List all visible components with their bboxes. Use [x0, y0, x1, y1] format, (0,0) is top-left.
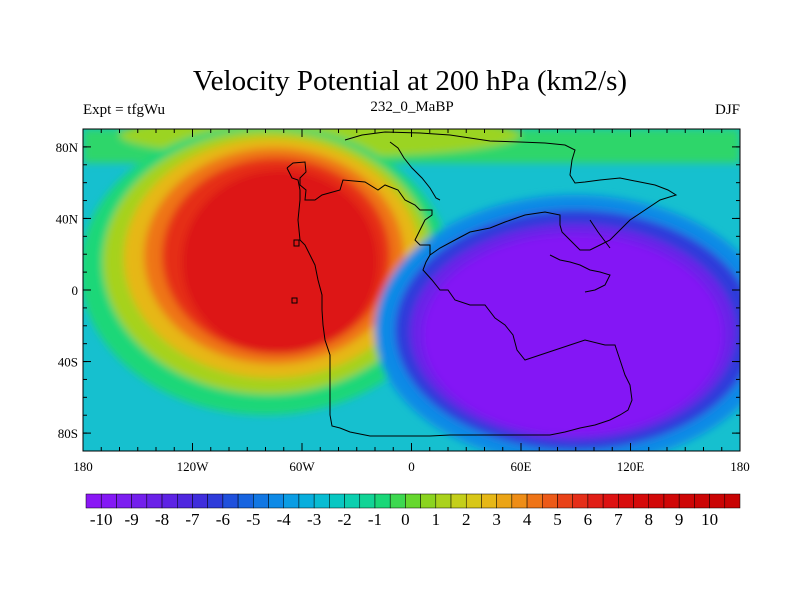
colorbar-swatch [100, 493, 117, 509]
chart-title: Velocity Potential at 200 hPa (km2/s) [193, 65, 627, 97]
colorbar-label: 1 [432, 510, 441, 529]
colorbar-label: -5 [246, 510, 260, 529]
colorbar-label: 7 [614, 510, 623, 529]
colorbar-swatch [496, 493, 513, 509]
colorbar-label: 4 [523, 510, 532, 529]
colorbar-swatch [694, 493, 710, 509]
colorbar-label: -7 [185, 510, 200, 529]
colorbar-label: 8 [644, 510, 653, 529]
colorbar-swatch [344, 493, 361, 509]
colorbar-swatch [192, 493, 208, 509]
colorbar-label: -1 [368, 510, 382, 529]
coast-detail-2 [549, 254, 611, 293]
colorbar-label: -9 [125, 510, 139, 529]
contour-field [83, 129, 740, 451]
colorbar-swatch [587, 493, 604, 509]
colorbar-swatch [420, 493, 437, 509]
colorbar-label: -10 [90, 510, 113, 529]
x-tick-label: 120E [617, 459, 645, 474]
colorbar-label: -6 [216, 510, 230, 529]
colorbar-swatch [207, 493, 224, 509]
colorbar-label: -8 [155, 510, 169, 529]
colorbar-swatch [161, 493, 178, 509]
colorbar-label: 10 [701, 510, 718, 529]
colorbar-swatch [618, 493, 634, 509]
season-label: DJF [715, 102, 740, 118]
colorbar-swatch [435, 493, 452, 509]
colorbar-swatch [253, 493, 269, 509]
positive-core [182, 170, 378, 354]
colorbar-swatch [724, 493, 741, 509]
island-outline [291, 297, 298, 304]
colorbar-swatch [146, 493, 163, 509]
colorbar-swatch [131, 493, 148, 509]
y-tick-label: 40N [56, 211, 79, 226]
x-tick-label: 180 [730, 459, 750, 474]
experiment-label: Expt = tfgWu [83, 102, 166, 118]
x-tick-label: 60E [511, 459, 532, 474]
colorbar-swatch [557, 493, 573, 509]
island-outline-2 [293, 239, 300, 247]
colorbar-swatch [511, 493, 528, 509]
colorbar-swatch [313, 493, 330, 509]
colorbar-swatch [648, 493, 665, 509]
coast-detail-3 [589, 219, 611, 249]
coast-detail-1 [389, 141, 441, 201]
colorbar-swatch [663, 493, 680, 509]
continent-outlines [286, 131, 678, 437]
negative-core [423, 235, 723, 435]
colorbar-swatch [633, 493, 649, 509]
colorbar-label: 9 [675, 510, 684, 529]
colorbar-swatch [268, 493, 284, 509]
colorbar-swatch [177, 493, 193, 509]
y-tick-label: 80S [58, 426, 78, 441]
colorbar-swatch [283, 493, 300, 509]
colorbar-label: 0 [401, 510, 410, 529]
colorbar-swatch [526, 493, 543, 509]
colorbar-swatch [374, 493, 391, 509]
colorbar-swatch [116, 493, 132, 509]
colorbar-swatch [709, 493, 726, 509]
x-tick-label: 120W [177, 459, 210, 474]
y-tick-label: 40S [58, 355, 78, 370]
x-axis: 180 120W 60W 0 60E 120E 180 [73, 129, 750, 474]
colorbar-swatch [481, 493, 497, 509]
colorbar-swatch [542, 493, 558, 509]
colorbar-swatch [450, 493, 467, 509]
colorbar-swatch [222, 493, 239, 509]
colorbar-label: 3 [492, 510, 501, 529]
colorbar-swatch [359, 493, 376, 509]
colorbar-swatch [465, 493, 482, 509]
colorbar-label: -4 [277, 510, 292, 529]
y-axis: 80N 40N 0 40S 80S [56, 140, 740, 441]
colorbar-swatch [678, 493, 695, 509]
colorbar-swatch [85, 493, 102, 509]
colorbar-swatch [389, 493, 406, 509]
colorbar-swatch [298, 493, 315, 509]
colorbar-swatch [602, 493, 619, 509]
continent-north-coast [344, 131, 678, 256]
colorbar-label: 2 [462, 510, 471, 529]
colorbar-swatch [572, 493, 589, 509]
run-label: 232_0_MaBP [370, 99, 453, 115]
y-tick-label: 0 [72, 283, 79, 298]
colorbar-swatch [405, 493, 421, 509]
colorbar: -10 -9 -8 -7 -6 -5 -4 -3 -2 -1 0 1 2 3 4 5 6 7 8 9 10 [85, 493, 741, 529]
colorbar-label: 5 [553, 510, 562, 529]
colorbar-label: -2 [337, 510, 351, 529]
colorbar-label: 6 [584, 510, 593, 529]
colorbar-swatch [237, 493, 254, 509]
x-tick-label: 180 [73, 459, 93, 474]
colorbar-swatch [329, 493, 345, 509]
continent-west-coast [286, 161, 633, 437]
y-tick-label: 80N [56, 140, 79, 155]
x-tick-label: 0 [408, 459, 415, 474]
colorbar-label: -3 [307, 510, 321, 529]
x-tick-label: 60W [289, 459, 315, 474]
